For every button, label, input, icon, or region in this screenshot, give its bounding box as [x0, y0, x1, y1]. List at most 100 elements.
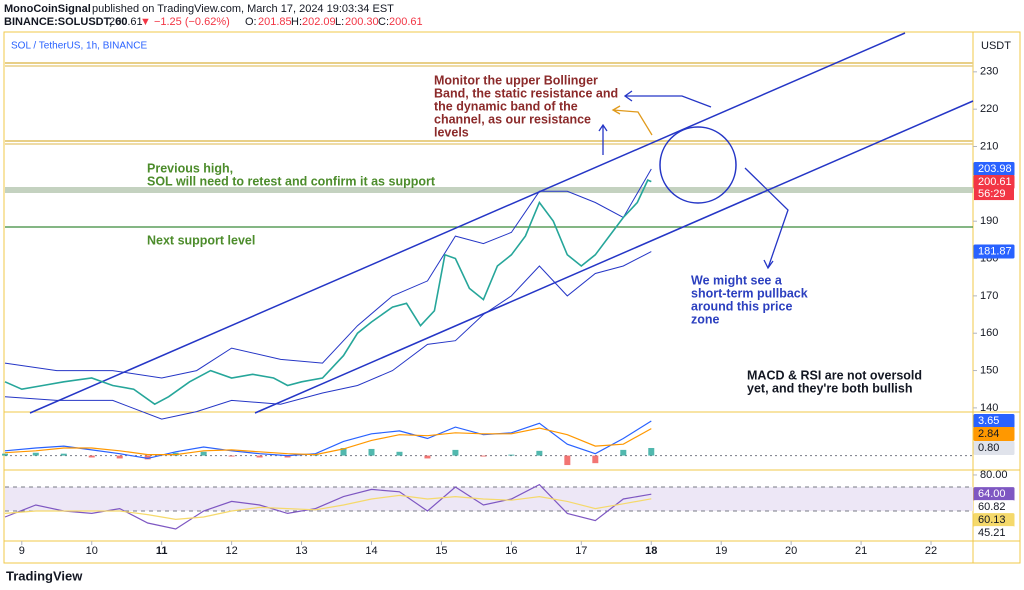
histogram-bar [340, 447, 347, 456]
histogram-bar [228, 455, 235, 457]
bollinger-lower [4, 251, 652, 420]
histogram-bar [116, 455, 123, 459]
annotation-line: short-term pullback [691, 286, 808, 300]
x-tick-label: 22 [925, 545, 937, 557]
histogram-bar [452, 449, 459, 456]
arrow [611, 105, 653, 136]
histogram-bar [396, 451, 403, 456]
published-info: published on TradingView.com, March 17, … [92, 3, 394, 15]
histogram-bar [144, 455, 151, 460]
series-legend: SOL / TetherUS, 1h, BINANCE [11, 41, 147, 52]
price-tag-label: 0.80 [978, 442, 999, 454]
histogram-bar [480, 455, 487, 457]
y-tick-label: 170 [980, 290, 998, 302]
bollinger-upper [4, 168, 652, 379]
x-tick-label: 19 [715, 545, 727, 557]
y-tick-label: 220 [980, 103, 998, 115]
histogram-bar [60, 453, 67, 456]
price-tag [973, 526, 1015, 541]
countdown-box [974, 188, 1014, 201]
annotation-line: We might see a [691, 273, 783, 287]
annotation-line: Previous high, [147, 161, 233, 175]
price-tag-label: 2.84 [978, 428, 999, 440]
x-tick-label: 9 [19, 545, 25, 557]
x-tick-label: 20 [785, 545, 797, 557]
change: ▼ −1.25 (−0.62%) [140, 16, 230, 28]
x-tick-label: 21 [855, 545, 867, 557]
channel-lower [254, 100, 974, 414]
price-tag-label: 181.87 [978, 245, 1012, 257]
y-tick-label: 160 [980, 327, 998, 339]
annotation-line: around this price [691, 299, 792, 313]
publisher: MonoCoinSignal [4, 3, 91, 15]
y-tick-label: 150 [980, 364, 998, 376]
low-label: L: [335, 16, 344, 28]
x-tick-label: 11 [156, 545, 168, 557]
histogram-bar [620, 449, 627, 456]
high-label: H: [291, 16, 302, 28]
open-label: O: [245, 16, 257, 28]
axis-unit: USDT [981, 40, 1011, 52]
price-tag-label: 60.82 [978, 501, 1006, 513]
close-label: C: [378, 16, 389, 28]
price-tag-label: 200.61 [978, 176, 1012, 188]
annotation-line: MACD & RSI are not oversold [747, 368, 922, 382]
y-tick-label: 230 [980, 66, 998, 78]
chart-frame [3, 31, 1021, 564]
x-tick-label: 15 [435, 545, 447, 557]
macd-line [4, 427, 652, 456]
x-tick-label: 14 [365, 545, 377, 557]
histogram-bar [256, 455, 263, 458]
drawings [5, 32, 974, 414]
y-tick-label: 80.00 [980, 469, 1008, 481]
rsi-line [4, 483, 652, 530]
previous-high-zone [5, 187, 973, 193]
histogram-bar [424, 455, 431, 459]
rsi-line [4, 494, 652, 521]
price-tag-label: 60.13 [978, 514, 1006, 526]
histogram-bar [536, 450, 543, 456]
histogram-bar [564, 455, 571, 466]
annotation-line: yet, and they're both bullish [747, 381, 913, 395]
annotation-line: Monitor the upper Bollinger [434, 73, 598, 87]
price-tag [973, 426, 1015, 441]
histogram-bar [88, 455, 95, 458]
macd-line [4, 420, 652, 460]
open-value: 201.85 [258, 16, 292, 28]
annotation-line: zone [691, 312, 720, 326]
plot: 1401501601701801902002102202309101112131… [2, 66, 1015, 557]
x-tick-label: 17 [575, 545, 587, 557]
annotation-line: Next support level [147, 233, 255, 247]
histogram-bar [284, 455, 291, 458]
last-price: 200.61 [109, 16, 143, 28]
histogram-bar [368, 448, 375, 456]
annotation-line: Band, the static resistance and [434, 86, 618, 100]
arrow [623, 90, 712, 108]
circle [659, 126, 737, 204]
x-tick-label: 12 [225, 545, 237, 557]
price-tag-label: 64.00 [978, 488, 1006, 500]
histogram-bar [648, 447, 655, 456]
x-tick-label: 16 [505, 545, 517, 557]
histogram-bar [592, 455, 599, 464]
price-tag-label: 3.65 [978, 415, 999, 427]
histogram-bar [200, 451, 207, 456]
x-tick-label: 18 [645, 545, 657, 557]
countdown: 56:29 [978, 188, 1006, 200]
histogram-bar [2, 453, 8, 456]
symbol: BINANCE:SOLUSDT, 60 [4, 16, 127, 28]
annotation-line: levels [434, 125, 469, 139]
annotation-line: channel, as our resistance [434, 112, 591, 126]
x-tick-label: 10 [86, 545, 98, 557]
channel-upper [29, 32, 906, 414]
annotation-line: the dynamic band of the [434, 99, 578, 113]
y-tick-label: 210 [980, 140, 998, 152]
brand-logo: TradingView [6, 568, 83, 583]
arrow [598, 123, 608, 155]
annotation-line: SOL will need to retest and confirm it a… [147, 174, 436, 188]
histogram-bar [508, 454, 515, 456]
close-value: 200.61 [389, 16, 423, 28]
y-tick-label: 140 [980, 402, 998, 414]
